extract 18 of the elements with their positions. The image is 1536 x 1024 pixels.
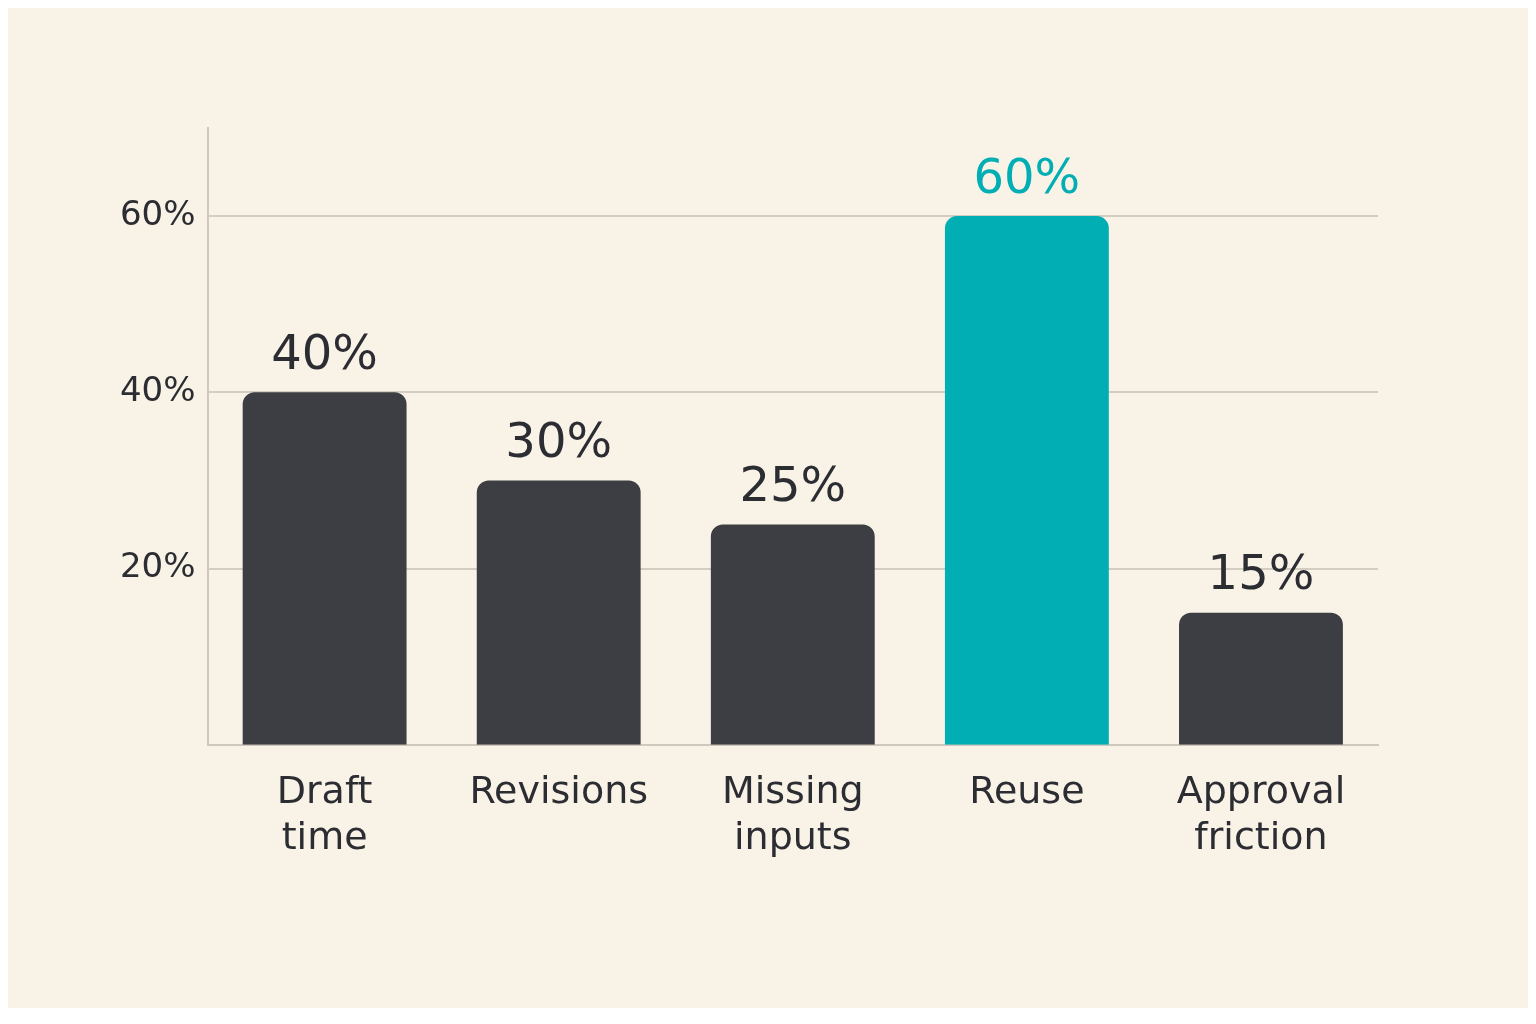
x-tick-label: Reuse: [969, 768, 1085, 813]
data-label: 15%: [1207, 544, 1315, 601]
y-tick-label: 60%: [119, 192, 196, 233]
x-tick-label: Approval friction: [1176, 768, 1346, 859]
data-label: 25%: [739, 455, 847, 512]
data-label: 30%: [505, 411, 613, 468]
bar: [476, 480, 641, 745]
x-tick-label: Draft time: [276, 768, 373, 859]
x-tick-label: Revisions: [469, 768, 648, 813]
data-label: 60%: [973, 147, 1081, 204]
bar: [944, 216, 1109, 745]
bar: [1179, 612, 1343, 745]
y-tick-label: 40%: [119, 369, 196, 410]
bar: [242, 392, 407, 745]
data-label: 40%: [271, 323, 378, 380]
x-tick-label: Missing inputs: [721, 768, 864, 859]
y-tick-label: 20%: [119, 545, 196, 586]
bar: [710, 524, 875, 745]
